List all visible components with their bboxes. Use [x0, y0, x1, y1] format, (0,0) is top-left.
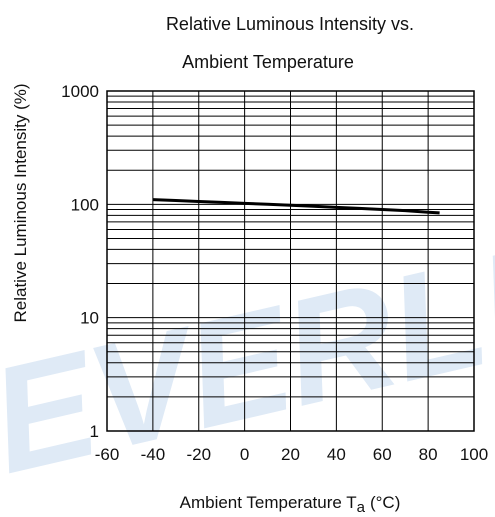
plot-grid [106, 90, 475, 432]
y-axis-label: Relative Luminous Intensity (%) [11, 83, 30, 322]
tick-labels: -60 -40 -20 0 20 40 60 80 100 1 10 100 1000 [61, 82, 488, 464]
y-tick-label: 10 [80, 309, 99, 328]
chart-title-line-2: Ambient Temperature [182, 52, 354, 72]
x-axis-label-main: Ambient Temperature T [180, 493, 357, 512]
x-axis-label-unit: (°C) [370, 493, 400, 512]
y-tick-label: 100 [71, 195, 99, 214]
x-tick-label: -60 [95, 445, 120, 464]
x-tick-label: 0 [240, 445, 249, 464]
x-tick-label: -40 [141, 445, 166, 464]
y-tick-label: 1 [90, 422, 99, 441]
x-tick-label: -20 [186, 445, 211, 464]
chart-title-line-1: Relative Luminous Intensity vs. [166, 14, 414, 34]
x-tick-label: 100 [460, 445, 488, 464]
series-line [152, 198, 440, 215]
x-tick-label: 60 [373, 445, 392, 464]
x-axis-label: Ambient Temperature Ta (°C) [180, 493, 401, 516]
x-tick-label: 80 [419, 445, 438, 464]
y-tick-label: 1000 [61, 82, 99, 101]
x-tick-label: 20 [281, 445, 300, 464]
x-tick-label: 40 [327, 445, 346, 464]
data-series [152, 198, 440, 215]
x-axis-label-subscript: a [357, 499, 366, 516]
